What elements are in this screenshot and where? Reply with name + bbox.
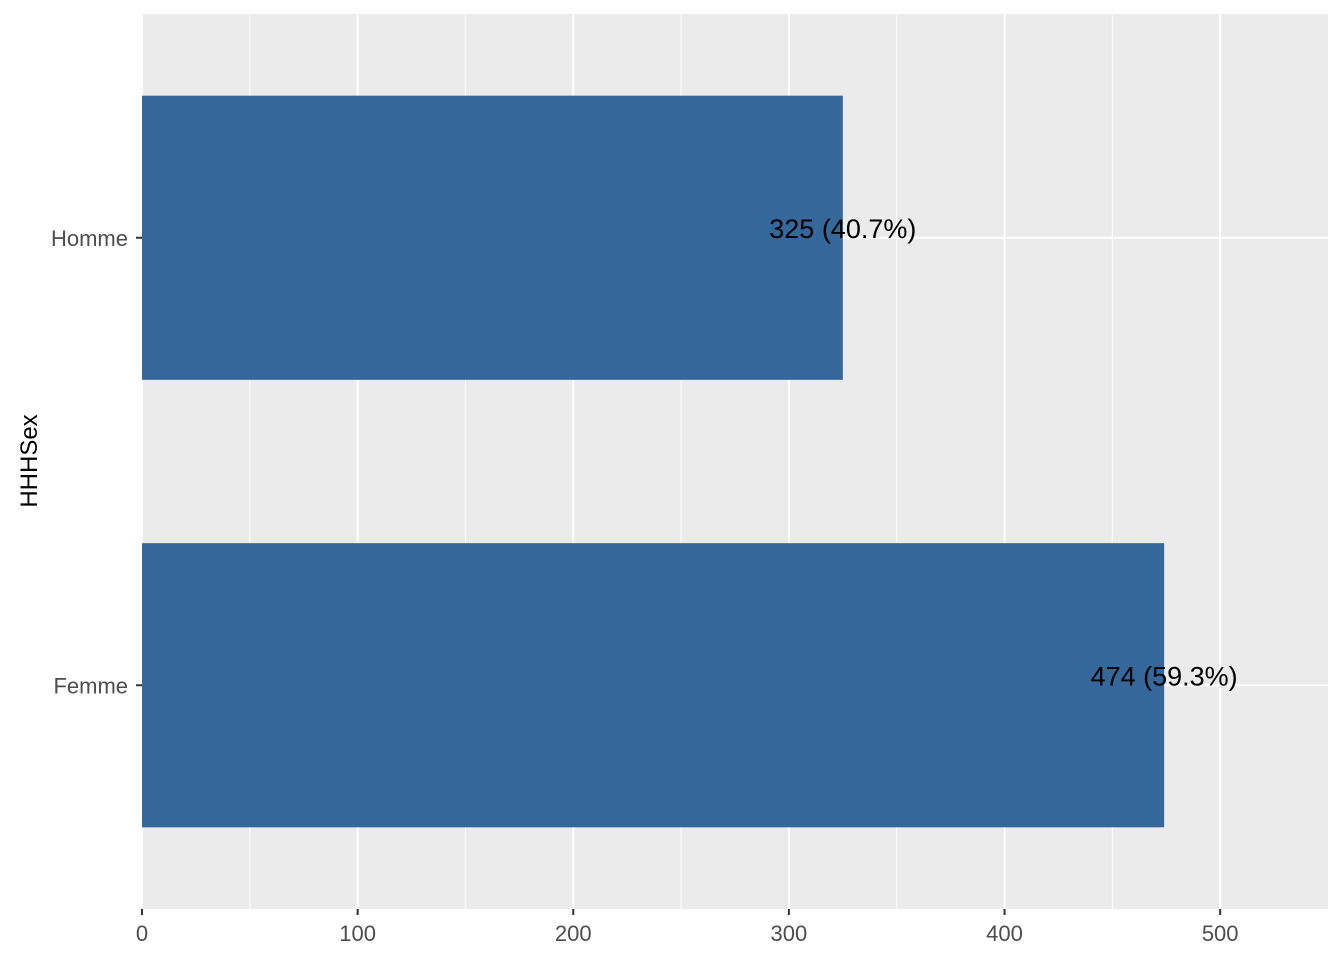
bars bbox=[142, 95, 1165, 828]
y-tick-label: Homme bbox=[51, 226, 128, 251]
bar-homme bbox=[142, 95, 843, 380]
y-tick-label: Femme bbox=[53, 673, 128, 698]
x-tick-label: 500 bbox=[1202, 921, 1239, 946]
data-label: 325 (40.7%) bbox=[769, 214, 916, 244]
x-axis: 0 100 200 300 400 500 bbox=[136, 909, 1239, 946]
x-tick-label: 400 bbox=[986, 921, 1023, 946]
x-tick-label: 300 bbox=[771, 921, 808, 946]
y-axis-title: HHHSex bbox=[16, 414, 43, 507]
x-tick-label: 100 bbox=[339, 921, 376, 946]
x-tick-label: 0 bbox=[136, 921, 148, 946]
y-axis: Homme Femme bbox=[51, 226, 142, 698]
x-tick-label: 200 bbox=[555, 921, 592, 946]
data-labels: 325 (40.7%) 474 (59.3%) bbox=[769, 214, 1237, 692]
bar-femme bbox=[142, 543, 1165, 828]
data-label: 474 (59.3%) bbox=[1091, 661, 1238, 691]
